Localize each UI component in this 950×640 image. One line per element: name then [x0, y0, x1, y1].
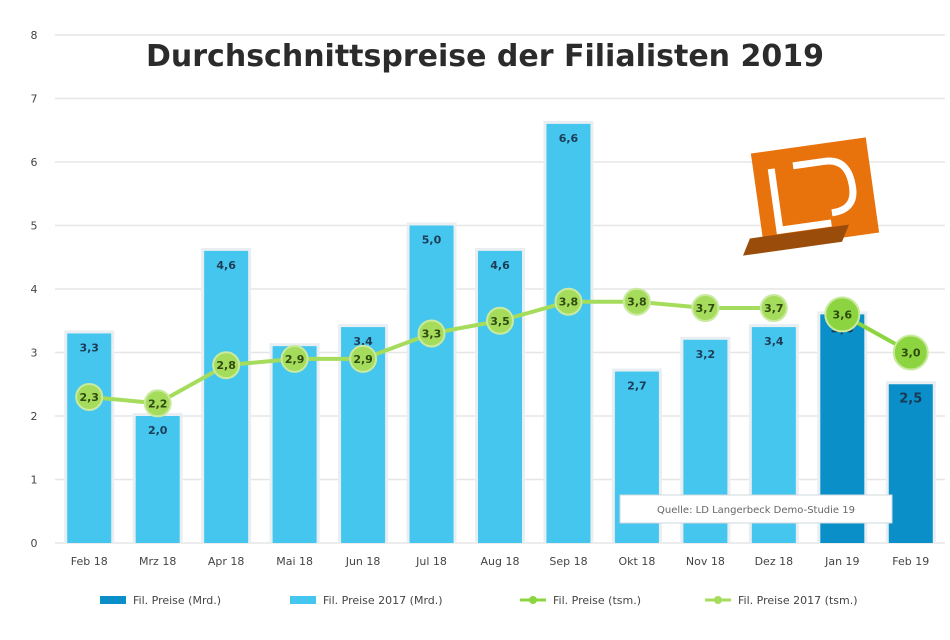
x-tick-label: Jan 19 [824, 555, 859, 568]
line-data-label: 3,5 [490, 315, 510, 328]
bar-data-label: 4,6 [216, 259, 236, 272]
bar [409, 225, 454, 543]
line-data-label: 3,7 [696, 302, 716, 315]
line-point [759, 294, 788, 323]
line-data-label: 3,6 [833, 308, 853, 321]
bar-data-label: 2,5 [899, 391, 922, 406]
bar-data-label: 3,3 [79, 341, 99, 354]
line-point [622, 287, 651, 316]
line-data-label: 3,8 [627, 296, 647, 309]
line-point [691, 294, 720, 323]
bar [272, 346, 317, 543]
line-data-label: 2,9 [353, 353, 373, 366]
bar-data-label: 6,6 [559, 132, 579, 145]
x-tick-label: Jun 18 [345, 555, 381, 568]
bar-data-label: 2,0 [148, 424, 168, 437]
y-tick-label: 3 [31, 347, 38, 360]
bar [478, 250, 522, 543]
logo [742, 137, 880, 256]
x-tick-label: Feb 19 [892, 555, 929, 568]
bar-data-label: 3,2 [696, 348, 716, 361]
x-tick-label: Sep 18 [549, 555, 587, 568]
source-note: Quelle: LD Langerbeck Demo-Studie 19 [619, 494, 893, 524]
y-tick-label: 2 [31, 410, 38, 423]
line-point [75, 382, 104, 411]
line-data-label: 2,3 [79, 391, 99, 404]
chart-title: Durchschnittspreise der Filialisten 2019 [146, 39, 824, 74]
legend-swatch [290, 596, 316, 604]
legend-label: Fil. Preise 2017 (tsm.) [738, 594, 858, 607]
line-point [143, 389, 172, 418]
line-point [554, 287, 583, 316]
x-tick-label: Dez 18 [755, 555, 794, 568]
line-point [212, 351, 241, 380]
bar [135, 416, 180, 543]
line-point [892, 334, 929, 371]
line-point [824, 296, 861, 333]
line-data-label: 3,7 [764, 302, 784, 315]
line-series: 3,6 3,0 2,3 2,2 2,8 2,9 2,9 3,3 3,5 3,8 3,8 3,7 3,7 [75, 287, 929, 418]
bar [546, 123, 591, 544]
y-tick-label: 1 [31, 474, 38, 487]
line-point [486, 306, 514, 335]
legend-marker [529, 596, 537, 604]
line-point [417, 319, 446, 348]
line-data-label: 2,2 [148, 397, 168, 410]
bar-data-label: 5,0 [422, 234, 442, 247]
x-tick-label: Nov 18 [686, 555, 725, 568]
y-tick-label: 4 [31, 283, 38, 296]
x-tick-label: Okt 18 [619, 555, 656, 568]
y-tick-label: 8 [31, 29, 38, 42]
line-data-label: 2,9 [285, 353, 305, 366]
bar [888, 384, 933, 543]
line-data-label: 3,0 [901, 347, 921, 360]
x-tick-label: Feb 18 [71, 555, 108, 568]
y-tick-label: 5 [31, 220, 38, 233]
bar-data-label: 4,6 [490, 259, 510, 272]
y-axis: 0 1 2 3 4 5 6 7 8 [31, 29, 38, 550]
legend-swatch [100, 596, 126, 604]
bar-data-label: 3,4 [764, 335, 784, 348]
bar-data-label: 2,7 [627, 380, 647, 393]
legend-label: Fil. Preise (tsm.) [553, 594, 641, 607]
y-tick-label: 6 [31, 156, 38, 169]
line-point [280, 344, 309, 373]
bar [204, 250, 249, 543]
x-tick-label: Jul 18 [415, 555, 447, 568]
legend: Fil. Preise (Mrd.) Fil. Preise 2017 (Mrd.… [100, 594, 858, 607]
line-data-label: 3,8 [559, 296, 579, 309]
source-text: Quelle: LD Langerbeck Demo-Studie 19 [657, 505, 855, 516]
y-tick-label: 7 [31, 93, 38, 106]
x-tick-label: Mrz 18 [139, 555, 176, 568]
x-tick-label: Mai 18 [276, 555, 313, 568]
x-tick-label: Apr 18 [208, 555, 245, 568]
legend-label: Fil. Preise 2017 (Mrd.) [323, 594, 443, 607]
line-data-label: 3,3 [422, 327, 442, 340]
y-tick-label: 0 [31, 537, 38, 550]
line-point [349, 344, 378, 373]
x-axis: Feb 18 Mrz 18 Apr 18 Mai 18 Jun 18 Jul 18 Aug … [71, 555, 930, 568]
bar [67, 333, 112, 543]
bar-data-label: 3,4 [353, 335, 373, 348]
legend-label: Fil. Preise (Mrd.) [133, 594, 221, 607]
legend-marker [714, 596, 722, 604]
x-tick-label: Aug 18 [481, 555, 520, 568]
line-data-label: 2,8 [216, 359, 236, 372]
